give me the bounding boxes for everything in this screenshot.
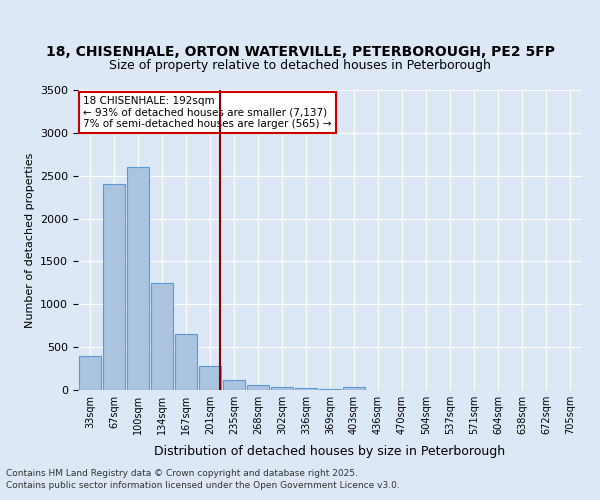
Bar [79, 356, 101, 390]
Text: Contains public sector information licensed under the Open Government Licence v3: Contains public sector information licen… [6, 481, 400, 490]
Y-axis label: Number of detached properties: Number of detached properties [25, 152, 35, 328]
Bar [151, 283, 173, 390]
Bar [223, 380, 245, 390]
Bar [103, 184, 125, 390]
Text: Size of property relative to detached houses in Peterborough: Size of property relative to detached ho… [109, 58, 491, 71]
Bar [343, 386, 365, 390]
Bar [271, 386, 293, 390]
Bar [247, 385, 269, 390]
Text: Contains HM Land Registry data © Crown copyright and database right 2025.: Contains HM Land Registry data © Crown c… [6, 468, 358, 477]
Text: 18 CHISENHALE: 192sqm
← 93% of detached houses are smaller (7,137)
7% of semi-de: 18 CHISENHALE: 192sqm ← 93% of detached … [83, 96, 332, 129]
Bar [175, 334, 197, 390]
X-axis label: Distribution of detached houses by size in Peterborough: Distribution of detached houses by size … [154, 446, 506, 458]
Bar [127, 167, 149, 390]
Bar [199, 366, 221, 390]
Bar [319, 389, 341, 390]
Text: 18, CHISENHALE, ORTON WATERVILLE, PETERBOROUGH, PE2 5FP: 18, CHISENHALE, ORTON WATERVILLE, PETERB… [46, 46, 554, 60]
Bar [295, 388, 317, 390]
